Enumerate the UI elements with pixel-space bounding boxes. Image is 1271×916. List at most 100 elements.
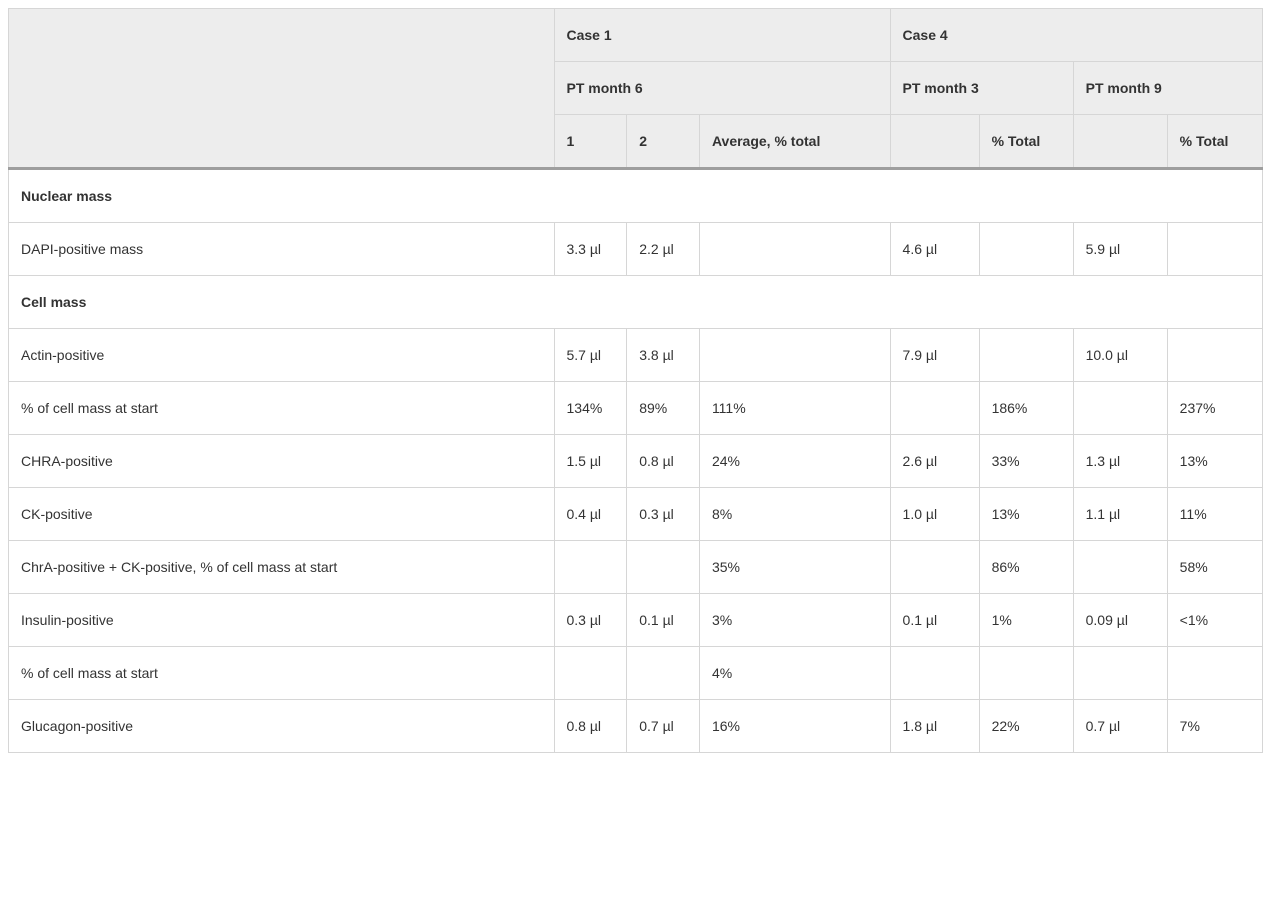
cell-value: 13% [979,488,1073,541]
cell-value [890,382,979,435]
cell-value [627,647,700,700]
header-case4: Case 4 [890,9,1262,62]
cell-value: 7% [1167,700,1262,753]
row-insulin: Insulin-positive 0.3 µl 0.1 µl 3% 0.1 µl… [9,594,1263,647]
cell-value: 2.6 µl [890,435,979,488]
header-col-2: 2 [627,115,700,169]
cell-value [890,647,979,700]
cell-label: Glucagon-positive [9,700,555,753]
cell-value: 0.3 µl [627,488,700,541]
header-blank [9,9,555,169]
cell-value: 1% [979,594,1073,647]
header-col-pct1: % Total [979,115,1073,169]
cell-label: CHRA-positive [9,435,555,488]
row-dapi: DAPI-positive mass 3.3 µl 2.2 µl 4.6 µl … [9,223,1263,276]
cell-value [627,541,700,594]
row-chrack: ChrA-positive + CK-positive, % of cell m… [9,541,1263,594]
cell-label: Actin-positive [9,329,555,382]
cell-value: 3.3 µl [554,223,627,276]
cell-value [979,223,1073,276]
header-case1: Case 1 [554,9,890,62]
row-pct-start-2: % of cell mass at start 4% [9,647,1263,700]
cell-value: 7.9 µl [890,329,979,382]
cell-value: 3.8 µl [627,329,700,382]
cell-label: ChrA-positive + CK-positive, % of cell m… [9,541,555,594]
cell-label: DAPI-positive mass [9,223,555,276]
cell-value: 89% [627,382,700,435]
table-header: Case 1 Case 4 PT month 6 PT month 3 PT m… [9,9,1263,169]
cell-value: 5.7 µl [554,329,627,382]
cell-value: 10.0 µl [1073,329,1167,382]
cell-value: 35% [699,541,890,594]
cell-value: 8% [699,488,890,541]
cell-value: 3% [699,594,890,647]
cell-label: % of cell mass at start [9,647,555,700]
cell-value [699,329,890,382]
cell-value: 0.8 µl [554,700,627,753]
cell-value: 1.5 µl [554,435,627,488]
cell-value [554,541,627,594]
cell-value: 0.7 µl [627,700,700,753]
cell-value: 111% [699,382,890,435]
header-col-blank2 [1073,115,1167,169]
cell-value: 11% [1167,488,1262,541]
row-pct-start-1: % of cell mass at start 134% 89% 111% 18… [9,382,1263,435]
cell-value: <1% [1167,594,1262,647]
cell-value: 0.3 µl [554,594,627,647]
cell-value: 0.7 µl [1073,700,1167,753]
cell-value [1167,329,1262,382]
cell-value: 58% [1167,541,1262,594]
section-nuclear: Nuclear mass [9,169,1263,223]
cell-value: 1.1 µl [1073,488,1167,541]
cell-value [1167,223,1262,276]
data-table: Case 1 Case 4 PT month 6 PT month 3 PT m… [8,8,1263,753]
cell-value: 4.6 µl [890,223,979,276]
cell-value [1073,541,1167,594]
header-pt3: PT month 3 [890,62,1073,115]
cell-label: % of cell mass at start [9,382,555,435]
section-cell: Cell mass [9,276,1263,329]
cell-value: 22% [979,700,1073,753]
cell-value: 16% [699,700,890,753]
cell-value: 237% [1167,382,1262,435]
header-col-1: 1 [554,115,627,169]
cell-value [1073,382,1167,435]
cell-value [1073,647,1167,700]
cell-value: 0.4 µl [554,488,627,541]
cell-value [979,647,1073,700]
cell-label: CK-positive [9,488,555,541]
cell-value: 33% [979,435,1073,488]
cell-value: 186% [979,382,1073,435]
cell-value: 1.3 µl [1073,435,1167,488]
row-glucagon: Glucagon-positive 0.8 µl 0.7 µl 16% 1.8 … [9,700,1263,753]
cell-value [1167,647,1262,700]
cell-value: 2.2 µl [627,223,700,276]
cell-value: 5.9 µl [1073,223,1167,276]
cell-value [699,223,890,276]
cell-value: 24% [699,435,890,488]
cell-label: Insulin-positive [9,594,555,647]
section-cell-label: Cell mass [9,276,1263,329]
header-col-blank1 [890,115,979,169]
cell-value: 86% [979,541,1073,594]
cell-value: 0.1 µl [627,594,700,647]
cell-value: 1.0 µl [890,488,979,541]
header-pt9: PT month 9 [1073,62,1262,115]
row-chra: CHRA-positive 1.5 µl 0.8 µl 24% 2.6 µl 3… [9,435,1263,488]
table-body: Nuclear mass DAPI-positive mass 3.3 µl 2… [9,169,1263,753]
cell-value [554,647,627,700]
section-nuclear-label: Nuclear mass [9,169,1263,223]
row-actin: Actin-positive 5.7 µl 3.8 µl 7.9 µl 10.0… [9,329,1263,382]
cell-value [979,329,1073,382]
cell-value: 4% [699,647,890,700]
header-col-avg: Average, % total [699,115,890,169]
cell-value: 0.8 µl [627,435,700,488]
cell-value: 134% [554,382,627,435]
cell-value: 0.1 µl [890,594,979,647]
cell-value: 0.09 µl [1073,594,1167,647]
cell-value: 1.8 µl [890,700,979,753]
row-ck: CK-positive 0.4 µl 0.3 µl 8% 1.0 µl 13% … [9,488,1263,541]
header-pt6: PT month 6 [554,62,890,115]
header-col-pct2: % Total [1167,115,1262,169]
cell-value [890,541,979,594]
